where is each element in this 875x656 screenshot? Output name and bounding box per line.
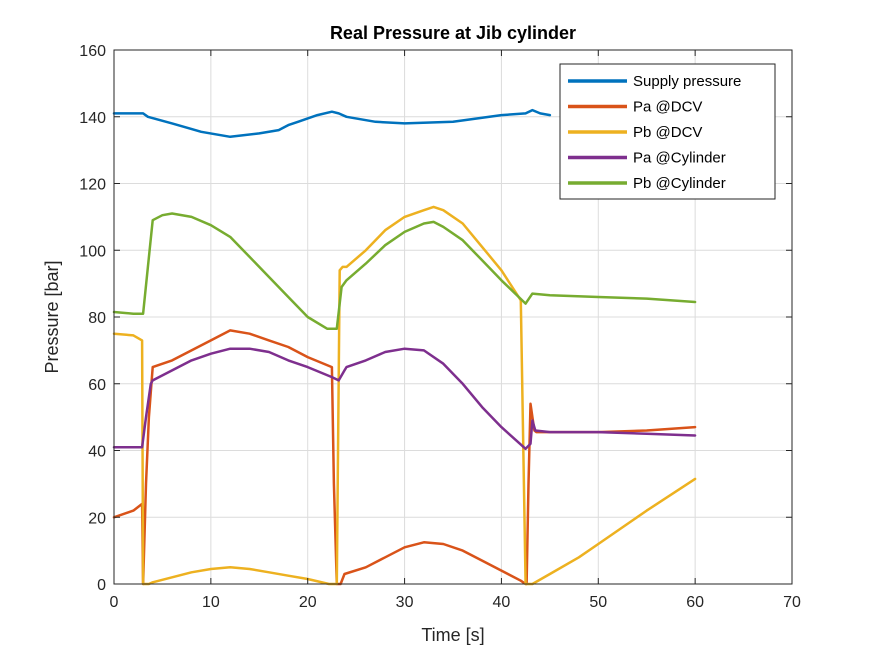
legend-label-3: Pb @DCV (633, 124, 702, 141)
legend-label-4: Pa @Cylinder (633, 150, 726, 167)
x-tick-label: 0 (110, 594, 119, 611)
series-line-2 (112, 329, 697, 586)
series-line-4 (112, 347, 697, 451)
x-tick-label: 60 (686, 594, 704, 611)
axis-ticks: 0 10 20 30 40 50 60 70 0 20 40 60 80 100 120 140 160 (79, 43, 801, 611)
y-tick-label: 140 (79, 110, 106, 127)
y-tick-label: 20 (88, 510, 106, 527)
y-tick-label: 160 (79, 43, 106, 60)
y-tick-label: 80 (88, 310, 106, 327)
y-tick-label: 60 (88, 377, 106, 394)
series-line-1 (112, 108, 552, 139)
x-tick-label: 40 (493, 594, 511, 611)
y-tick-label: 100 (79, 243, 106, 260)
legend-label-1: Supply pressure (633, 73, 741, 90)
legend-label-2: Pa @DCV (633, 99, 702, 116)
legend-label-5: Pb @Cylinder (633, 175, 726, 192)
x-axis-label: Time [s] (421, 625, 484, 645)
legend: Supply pressure Pa @DCV Pb @DCV Pa @Cylinde… (559, 63, 776, 200)
x-tick-label: 70 (783, 594, 801, 611)
series-line-5 (112, 212, 697, 330)
chart-title: Real Pressure at Jib cylinder (330, 23, 576, 43)
x-tick-label: 30 (396, 594, 414, 611)
x-tick-label: 10 (202, 594, 220, 611)
y-tick-label: 0 (97, 577, 106, 594)
y-tick-label: 120 (79, 177, 106, 194)
y-tick-label: 40 (88, 444, 106, 461)
y-axis-label: Pressure [bar] (42, 260, 62, 373)
x-tick-label: 50 (589, 594, 607, 611)
x-tick-label: 20 (299, 594, 317, 611)
